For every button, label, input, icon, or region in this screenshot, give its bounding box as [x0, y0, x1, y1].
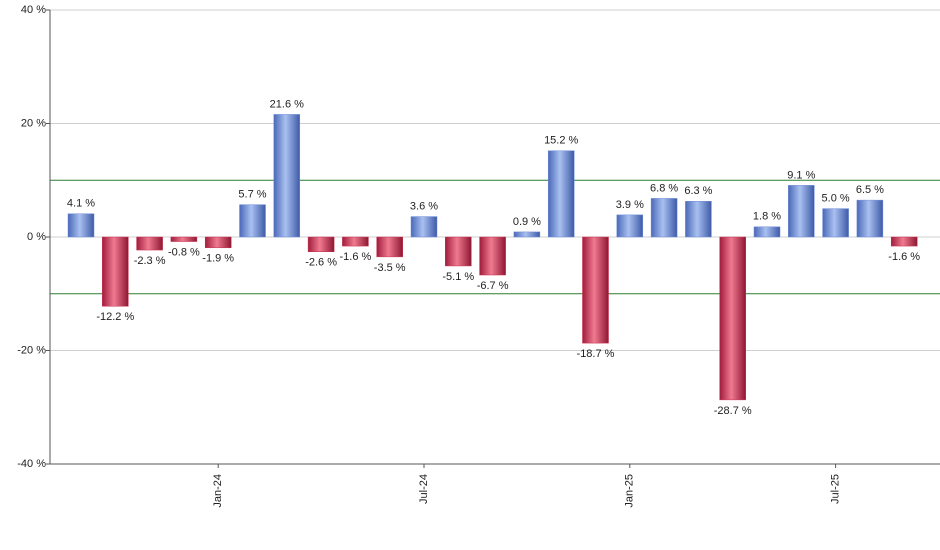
value-label: 6.5 % — [856, 184, 884, 196]
bar — [616, 214, 644, 238]
value-label: 6.8 % — [650, 182, 678, 194]
bar — [204, 236, 232, 249]
value-label: -2.6 % — [305, 257, 337, 269]
value-label: -28.7 % — [714, 405, 752, 417]
bar — [513, 231, 541, 238]
bar — [170, 236, 198, 242]
bar — [273, 114, 301, 238]
bar — [342, 236, 369, 247]
bar — [136, 236, 163, 251]
value-label: -3.5 % — [374, 262, 406, 274]
x-tick-label: Jul-24 — [418, 474, 430, 504]
value-label: 6.3 % — [684, 185, 712, 197]
bar — [102, 236, 129, 307]
bar — [788, 185, 815, 238]
bar — [685, 200, 712, 238]
y-tick-label: 20 % — [21, 117, 46, 129]
y-tick-label: 0 % — [27, 231, 46, 243]
value-label: -18.7 % — [577, 348, 615, 360]
value-label: 4.1 % — [67, 198, 95, 210]
bar — [582, 236, 609, 344]
value-label: -1.6 % — [340, 251, 372, 263]
bar — [753, 226, 781, 238]
x-tick-label: Jan-25 — [624, 474, 636, 508]
bar — [650, 198, 678, 238]
value-label: 0.9 % — [513, 216, 541, 228]
bar — [719, 236, 746, 401]
value-label: 5.0 % — [822, 193, 850, 205]
y-tick-label: -40 % — [17, 458, 46, 470]
value-label: -1.6 % — [888, 251, 920, 263]
value-label: 21.6 % — [270, 98, 304, 110]
bar — [410, 216, 438, 238]
bar — [67, 213, 95, 238]
value-label: -0.8 % — [168, 246, 200, 258]
value-label: -6.7 % — [477, 280, 509, 292]
bar — [890, 236, 918, 247]
value-label: -2.3 % — [134, 255, 166, 267]
x-tick-label: Jul-25 — [830, 474, 842, 504]
value-label: 3.9 % — [616, 199, 644, 211]
bar — [856, 199, 884, 238]
value-label: 5.7 % — [238, 189, 266, 201]
value-label: 3.6 % — [410, 200, 438, 212]
y-tick-label: -20 % — [17, 344, 46, 356]
bar — [239, 204, 266, 238]
value-label: -12.2 % — [96, 311, 134, 323]
value-label: -1.9 % — [202, 253, 234, 265]
value-label: 1.8 % — [753, 211, 781, 223]
bar — [445, 236, 472, 267]
x-tick-label: Jan-24 — [212, 474, 224, 508]
bar — [547, 150, 575, 238]
value-label: -5.1 % — [442, 271, 474, 283]
value-label: 9.1 % — [787, 169, 815, 181]
bar — [307, 236, 335, 253]
y-tick-label: 40 % — [21, 4, 46, 16]
value-label: 15.2 % — [544, 135, 578, 147]
bar — [376, 236, 403, 258]
bar — [479, 236, 506, 276]
bar — [822, 208, 849, 238]
